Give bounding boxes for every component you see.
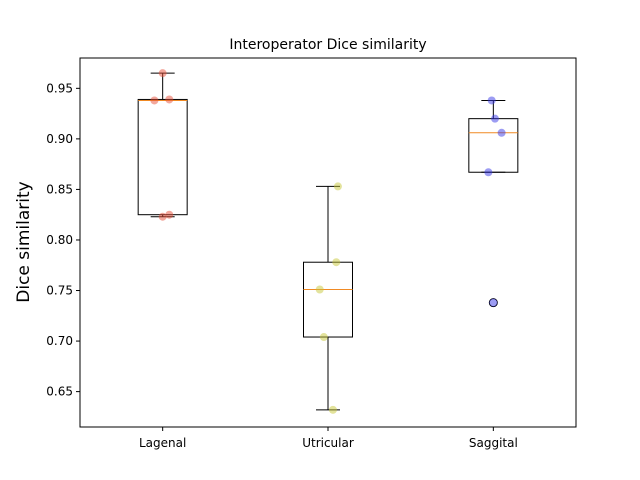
y-tick-label: 0.75 (46, 284, 73, 298)
data-point (487, 96, 496, 105)
y-axis-label: Dice similarity (14, 181, 34, 302)
data-point (489, 298, 498, 307)
x-tick-label: Lagenal (139, 436, 186, 450)
x-tick-label: Saggital (469, 436, 518, 450)
y-tick-label: 0.80 (46, 233, 73, 247)
data-point (150, 96, 159, 105)
data-point (158, 212, 167, 221)
data-point (497, 128, 506, 137)
y-tick-label: 0.90 (46, 132, 73, 146)
chart-title: Interoperator Dice similarity (229, 37, 426, 53)
data-point (333, 182, 342, 191)
y-tick-label: 0.95 (46, 81, 73, 95)
box-body (137, 98, 188, 216)
data-point (328, 405, 337, 414)
box-body (303, 261, 353, 338)
y-tick-label: 0.65 (46, 385, 73, 399)
data-point (484, 168, 493, 177)
data-point (165, 210, 174, 219)
data-point (158, 69, 167, 78)
x-tick-label: Utricular (302, 436, 354, 450)
data-point (319, 333, 328, 342)
data-point (165, 95, 174, 104)
data-point (332, 258, 341, 267)
data-point (490, 114, 499, 123)
box-body (468, 118, 519, 173)
y-tick-label: 0.70 (46, 334, 73, 348)
data-point (315, 285, 324, 294)
plot-area: 0.65 0.70 0.75 0.80 0.85 0.90 0.95 Lagenal Utric… (46, 57, 577, 450)
y-tick-label: 0.85 (46, 182, 73, 196)
